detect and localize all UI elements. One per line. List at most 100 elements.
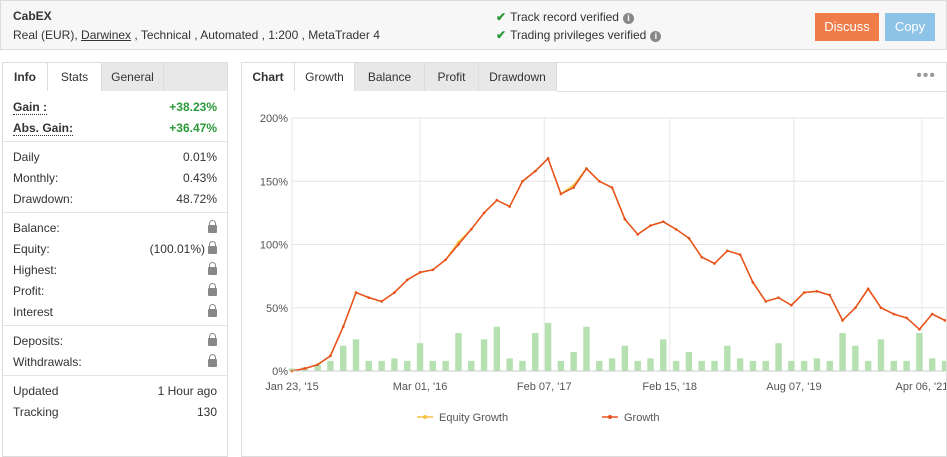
- volume-bar: [416, 343, 424, 371]
- volume-bar: [916, 333, 923, 371]
- volume-bar: [685, 352, 693, 371]
- verified-1: ✔ Track record verified i: [496, 10, 634, 24]
- stat-value: +36.47%: [169, 118, 217, 138]
- volume-bar: [634, 360, 641, 371]
- tab[interactable]: Chart: [242, 63, 295, 91]
- stat-label: Withdrawals:: [13, 355, 82, 369]
- x-tick-label: Aug 07, '19: [766, 381, 821, 393]
- point: [790, 303, 793, 307]
- y-tick-label: 100%: [260, 240, 288, 252]
- stat-value: 1 Hour ago: [158, 381, 217, 401]
- point: [943, 319, 946, 322]
- stat-value: 48.72%: [176, 189, 217, 209]
- point: [354, 291, 358, 294]
- volume-bar: [608, 358, 616, 371]
- stat-label: Balance:: [13, 221, 60, 235]
- x-tick-label: Apr 06, '21: [896, 381, 946, 393]
- stat-label: Profit:: [13, 284, 45, 298]
- verified-text: Trading privileges verified: [510, 28, 647, 42]
- point: [418, 271, 422, 274]
- menu-icon[interactable]: •••: [916, 67, 936, 84]
- point: [341, 325, 345, 329]
- volume-bar: [480, 339, 488, 371]
- volume-bar: [826, 360, 833, 371]
- stat-row: Abs. Gain: +36.47%: [13, 118, 217, 138]
- lock-icon: [208, 304, 217, 317]
- volume-bar: [596, 360, 603, 371]
- value-text: 1 Hour ago: [157, 384, 217, 398]
- tab[interactable]: General: [102, 63, 164, 91]
- stat-label: Gain :: [13, 100, 48, 115]
- stat-row: Drawdown: 48.72%: [13, 189, 217, 209]
- legend-dot: [423, 415, 427, 419]
- stat-label: Abs. Gain:: [13, 121, 74, 136]
- stat-label: Equity:: [13, 242, 50, 256]
- tab[interactable]: Stats: [48, 63, 102, 91]
- point: [469, 228, 473, 231]
- volume-bar: [775, 343, 782, 371]
- stat-row: Balance:: [13, 218, 217, 238]
- stat-label: Interest: [13, 305, 54, 319]
- volume-bar: [736, 358, 744, 371]
- stat-label: Deposits:: [13, 334, 64, 348]
- volume-bar: [404, 360, 411, 371]
- point: [815, 290, 819, 293]
- volume-bar: [391, 358, 398, 371]
- stat-label: Drawdown:: [13, 192, 74, 206]
- point: [444, 258, 447, 261]
- stat-value: [205, 260, 217, 280]
- point: [495, 198, 499, 202]
- point: [738, 253, 742, 256]
- volume-bar: [813, 358, 821, 371]
- series-line: [291, 157, 946, 372]
- tab[interactable]: Growth: [295, 63, 355, 91]
- broker-link[interactable]: Darwinex: [81, 28, 132, 42]
- point: [380, 300, 383, 303]
- stat-row: Daily 0.01%: [13, 147, 217, 167]
- point: [508, 205, 511, 208]
- point: [854, 306, 857, 310]
- volume-bar: [455, 333, 462, 371]
- point: [559, 192, 563, 196]
- discuss-button[interactable]: Discuss: [815, 13, 879, 41]
- point: [457, 243, 460, 246]
- separator: [3, 375, 227, 376]
- point: [303, 367, 307, 370]
- stat-row: Tracking 130: [13, 402, 217, 422]
- legend-label: Equity Growth: [439, 412, 508, 424]
- volume-bar: [493, 326, 501, 371]
- point: [482, 211, 486, 215]
- volume-bar: [378, 360, 385, 371]
- point: [687, 236, 691, 240]
- stat-value: 130: [197, 402, 217, 422]
- separator: [3, 141, 227, 142]
- point: [329, 354, 332, 358]
- tab[interactable]: Drawdown: [479, 63, 557, 91]
- tab[interactable]: Balance: [355, 63, 425, 91]
- stat-row: Gain : +38.23%: [13, 97, 217, 117]
- value-text: 130: [196, 405, 217, 419]
- point: [802, 291, 806, 294]
- stat-label: Daily: [13, 150, 40, 164]
- volume-bar: [429, 360, 437, 371]
- point: [533, 169, 537, 173]
- tab[interactable]: Info: [3, 63, 48, 91]
- copy-button[interactable]: Copy: [885, 13, 935, 41]
- tab[interactable]: Profit: [425, 63, 479, 91]
- point: [572, 186, 575, 189]
- header: CabEX Real (EUR), Darwinex , Technical ,…: [0, 0, 947, 50]
- stat-value: 0.01%: [183, 147, 217, 167]
- volume-bar: [365, 360, 373, 371]
- volume-bar: [442, 360, 449, 371]
- verified-2: ✔ Trading privileges verified i: [496, 28, 662, 42]
- volume-bar: [852, 345, 859, 371]
- point: [585, 167, 588, 170]
- chart-panel: Chart Growth Balance Profit Drawdown •••: [241, 62, 947, 457]
- point: [393, 291, 396, 294]
- point: [700, 255, 704, 259]
- stat-row: Equity: (100.01%): [13, 239, 217, 259]
- volume-bar: [749, 360, 757, 371]
- volume-bar: [890, 360, 897, 371]
- legend-dot: [608, 415, 612, 419]
- point: [879, 306, 883, 310]
